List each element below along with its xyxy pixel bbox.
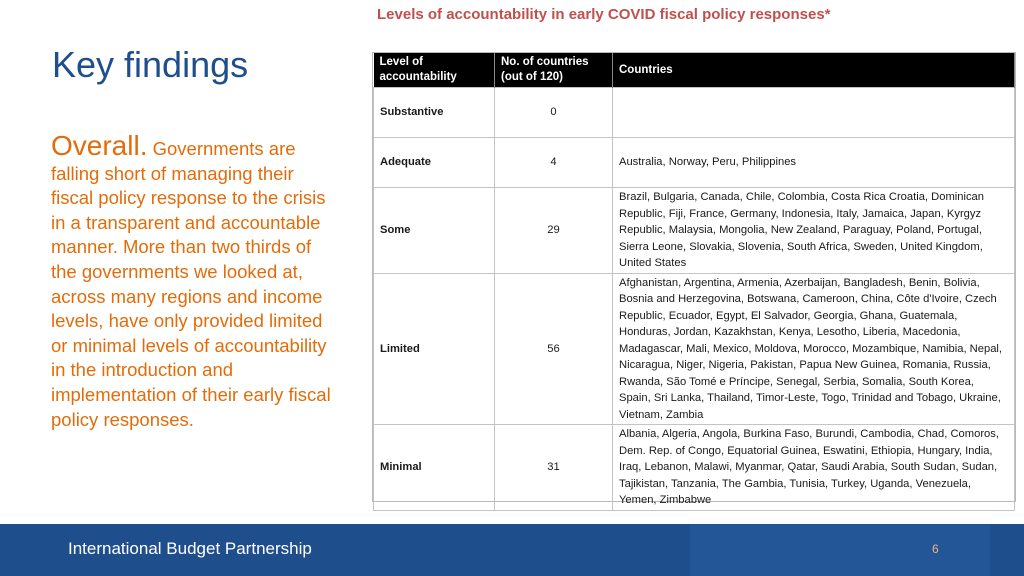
row-countries xyxy=(612,87,1015,138)
row-countries: Afghanistan, Argentina, Armenia, Azerbai… xyxy=(612,272,1015,425)
table-row: Substantive 0 xyxy=(373,87,1015,138)
row-count: 0 xyxy=(494,87,613,138)
overall-label: Overall. xyxy=(51,130,148,161)
footer-org-name: International Budget Partnership xyxy=(68,539,312,558)
accountability-table: Level of accountability No. of countries… xyxy=(373,53,1015,511)
header-countries: Countries xyxy=(612,53,1015,88)
row-countries: Brazil, Bulgaria, Canada, Chile, Colombi… xyxy=(612,187,1015,274)
row-level: Some xyxy=(373,187,495,274)
row-level: Minimal xyxy=(373,424,495,511)
row-level: Limited xyxy=(373,272,495,425)
page-number: 6 xyxy=(932,542,939,556)
accountability-table-wrapper: Level of accountability No. of countries… xyxy=(372,52,1016,511)
header-count: No. of countries (out of 120) xyxy=(494,53,613,88)
footer-bar: International Budget Partnership 6 xyxy=(0,524,1024,576)
findings-paragraph: Overall. Governments are falling short o… xyxy=(51,132,336,432)
row-countries: Albania, Algeria, Angola, Burkina Faso, … xyxy=(612,424,1015,511)
slide-title: Key findings xyxy=(52,44,249,85)
table-header-row: Level of accountability No. of countries… xyxy=(373,53,1015,88)
row-level: Substantive xyxy=(373,87,495,138)
row-count: 4 xyxy=(494,137,613,188)
table-row: Adequate 4 Australia, Norway, Peru, Phil… xyxy=(373,137,1015,188)
header-level: Level of accountability xyxy=(373,53,495,88)
row-count: 29 xyxy=(494,187,613,274)
footer-accent-panel xyxy=(690,524,990,576)
table-row: Some 29 Brazil, Bulgaria, Canada, Chile,… xyxy=(373,187,1015,274)
row-count: 31 xyxy=(494,424,613,511)
row-countries: Australia, Norway, Peru, Philippines xyxy=(612,137,1015,188)
row-level: Adequate xyxy=(373,137,495,188)
findings-body: Governments are falling short of managin… xyxy=(51,138,331,430)
table-row: Minimal 31 Albania, Algeria, Angola, Bur… xyxy=(373,424,1015,511)
table-title: Levels of accountability in early COVID … xyxy=(377,6,831,23)
table-row: Limited 56 Afghanistan, Argentina, Armen… xyxy=(373,272,1015,425)
row-count: 56 xyxy=(494,272,613,425)
